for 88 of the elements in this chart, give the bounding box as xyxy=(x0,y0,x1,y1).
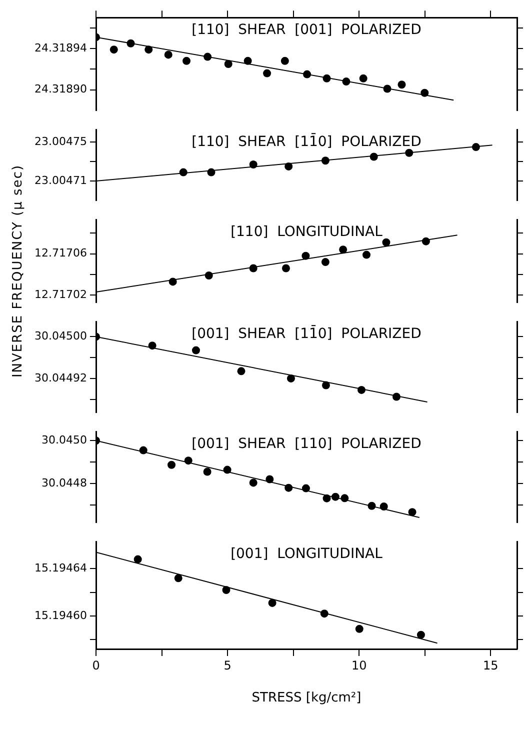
point xyxy=(174,574,182,582)
y-tick-label: 15.19460 xyxy=(34,608,87,622)
point xyxy=(222,586,230,594)
point xyxy=(322,381,330,390)
point xyxy=(282,264,290,272)
point xyxy=(223,466,232,474)
point xyxy=(322,494,331,502)
point xyxy=(237,367,246,376)
point xyxy=(359,74,368,82)
point xyxy=(284,162,293,170)
point xyxy=(280,56,289,65)
chart-title: [001] SHEAR [11̄0] POLARIZED xyxy=(192,324,422,342)
point xyxy=(179,168,188,176)
point xyxy=(398,80,406,89)
x-axis-title: STRESS [kg/cm²] xyxy=(252,690,362,706)
point xyxy=(355,624,364,633)
chart-title: [001] SHEAR [110] POLARIZED xyxy=(192,436,422,452)
point xyxy=(420,88,429,97)
point xyxy=(342,78,350,86)
point xyxy=(302,484,310,492)
point xyxy=(249,478,258,487)
point xyxy=(392,392,400,401)
point xyxy=(331,492,340,501)
x-tick-label: 15 xyxy=(483,658,498,672)
point xyxy=(340,494,349,502)
point xyxy=(244,56,252,65)
point xyxy=(357,386,366,394)
x-tick-label: 10 xyxy=(351,658,367,672)
point xyxy=(286,374,295,382)
point xyxy=(249,264,258,272)
y-tick-label: 30.0448 xyxy=(42,476,87,490)
point xyxy=(192,346,200,354)
point xyxy=(204,271,213,280)
point xyxy=(408,508,416,516)
point xyxy=(224,60,232,68)
point xyxy=(321,258,330,266)
y-tick-label: 23.00475 xyxy=(34,135,87,148)
y-tick-label: 30.04500 xyxy=(34,330,87,343)
point xyxy=(303,70,312,78)
y-axis-title: INVERSE FREQUENCY (μ sec) xyxy=(10,164,26,378)
point xyxy=(416,630,425,639)
point xyxy=(320,610,328,618)
point xyxy=(207,168,216,176)
point xyxy=(249,160,258,169)
y-tick-label: 24.31894 xyxy=(34,41,87,54)
point xyxy=(382,238,390,246)
chart-title: [110] SHEAR [001] POLARIZED xyxy=(192,22,422,38)
y-tick-label: 15.19464 xyxy=(34,562,87,575)
point xyxy=(134,555,142,564)
y-tick-label: 30.0450 xyxy=(42,433,87,446)
x-tick-label: 5 xyxy=(224,658,232,672)
point xyxy=(302,252,310,260)
point xyxy=(380,502,388,511)
y-tick-label: 30.04492 xyxy=(34,371,87,384)
point xyxy=(284,484,293,492)
point xyxy=(339,246,348,254)
point xyxy=(370,152,378,161)
point xyxy=(168,278,177,286)
y-tick-label: 23.00471 xyxy=(34,174,87,187)
point xyxy=(368,502,376,510)
point xyxy=(110,46,118,54)
point xyxy=(321,156,330,165)
point xyxy=(422,237,430,246)
point xyxy=(266,475,274,484)
point xyxy=(204,52,212,61)
point xyxy=(148,342,156,350)
y-tick-label: 12.71702 xyxy=(34,288,87,302)
y-tick-label: 12.71706 xyxy=(34,246,87,260)
point xyxy=(383,84,392,93)
point xyxy=(126,39,135,48)
point xyxy=(164,50,172,59)
point xyxy=(263,69,272,78)
chart-title: [110] SHEAR [11̄0] POLARIZED xyxy=(192,132,422,150)
point xyxy=(322,74,331,82)
chart-title: [001] LONGITUDINAL xyxy=(230,546,383,562)
point xyxy=(144,46,153,54)
point xyxy=(268,598,276,607)
point xyxy=(203,468,212,476)
point xyxy=(362,250,370,259)
point xyxy=(182,56,191,65)
point xyxy=(472,143,480,152)
point xyxy=(168,460,176,469)
y-tick-label: 24.31890 xyxy=(34,82,87,96)
point xyxy=(184,456,192,465)
point xyxy=(139,446,148,454)
x-tick-label: 0 xyxy=(92,658,100,672)
chart-title: [110] LONGITUDINAL xyxy=(230,224,383,240)
point xyxy=(405,148,414,157)
